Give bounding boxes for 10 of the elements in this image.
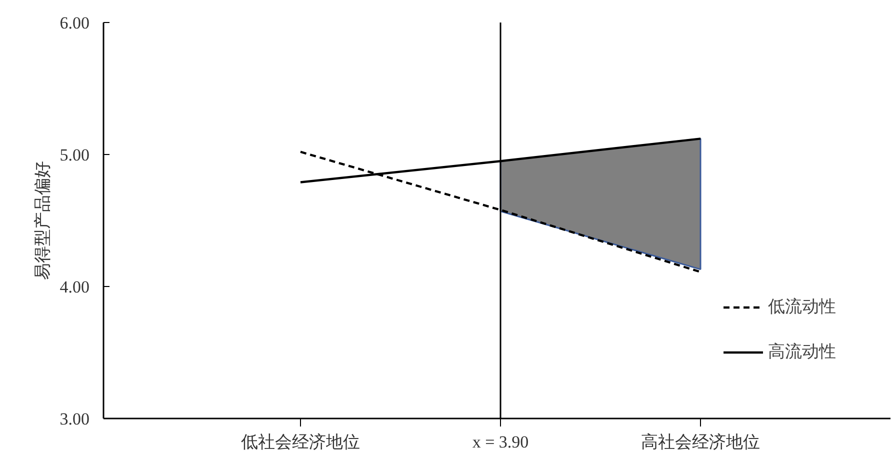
y-tick-label: 4.00 — [60, 278, 90, 296]
legend-label: 高流动性 — [768, 341, 836, 363]
legend-label: 低流动性 — [768, 296, 836, 318]
x-tick-label: 高社会经济地位 — [641, 432, 760, 452]
y-tick-label: 3.00 — [60, 410, 90, 428]
y-tick-label: 5.00 — [60, 146, 90, 164]
x-tick-label: x = 3.90 — [472, 432, 529, 452]
y-axis-title: 易得型产品偏好 — [32, 161, 52, 280]
y-tick-label: 6.00 — [60, 14, 90, 32]
x-tick-label: 低社会经济地位 — [241, 432, 360, 452]
